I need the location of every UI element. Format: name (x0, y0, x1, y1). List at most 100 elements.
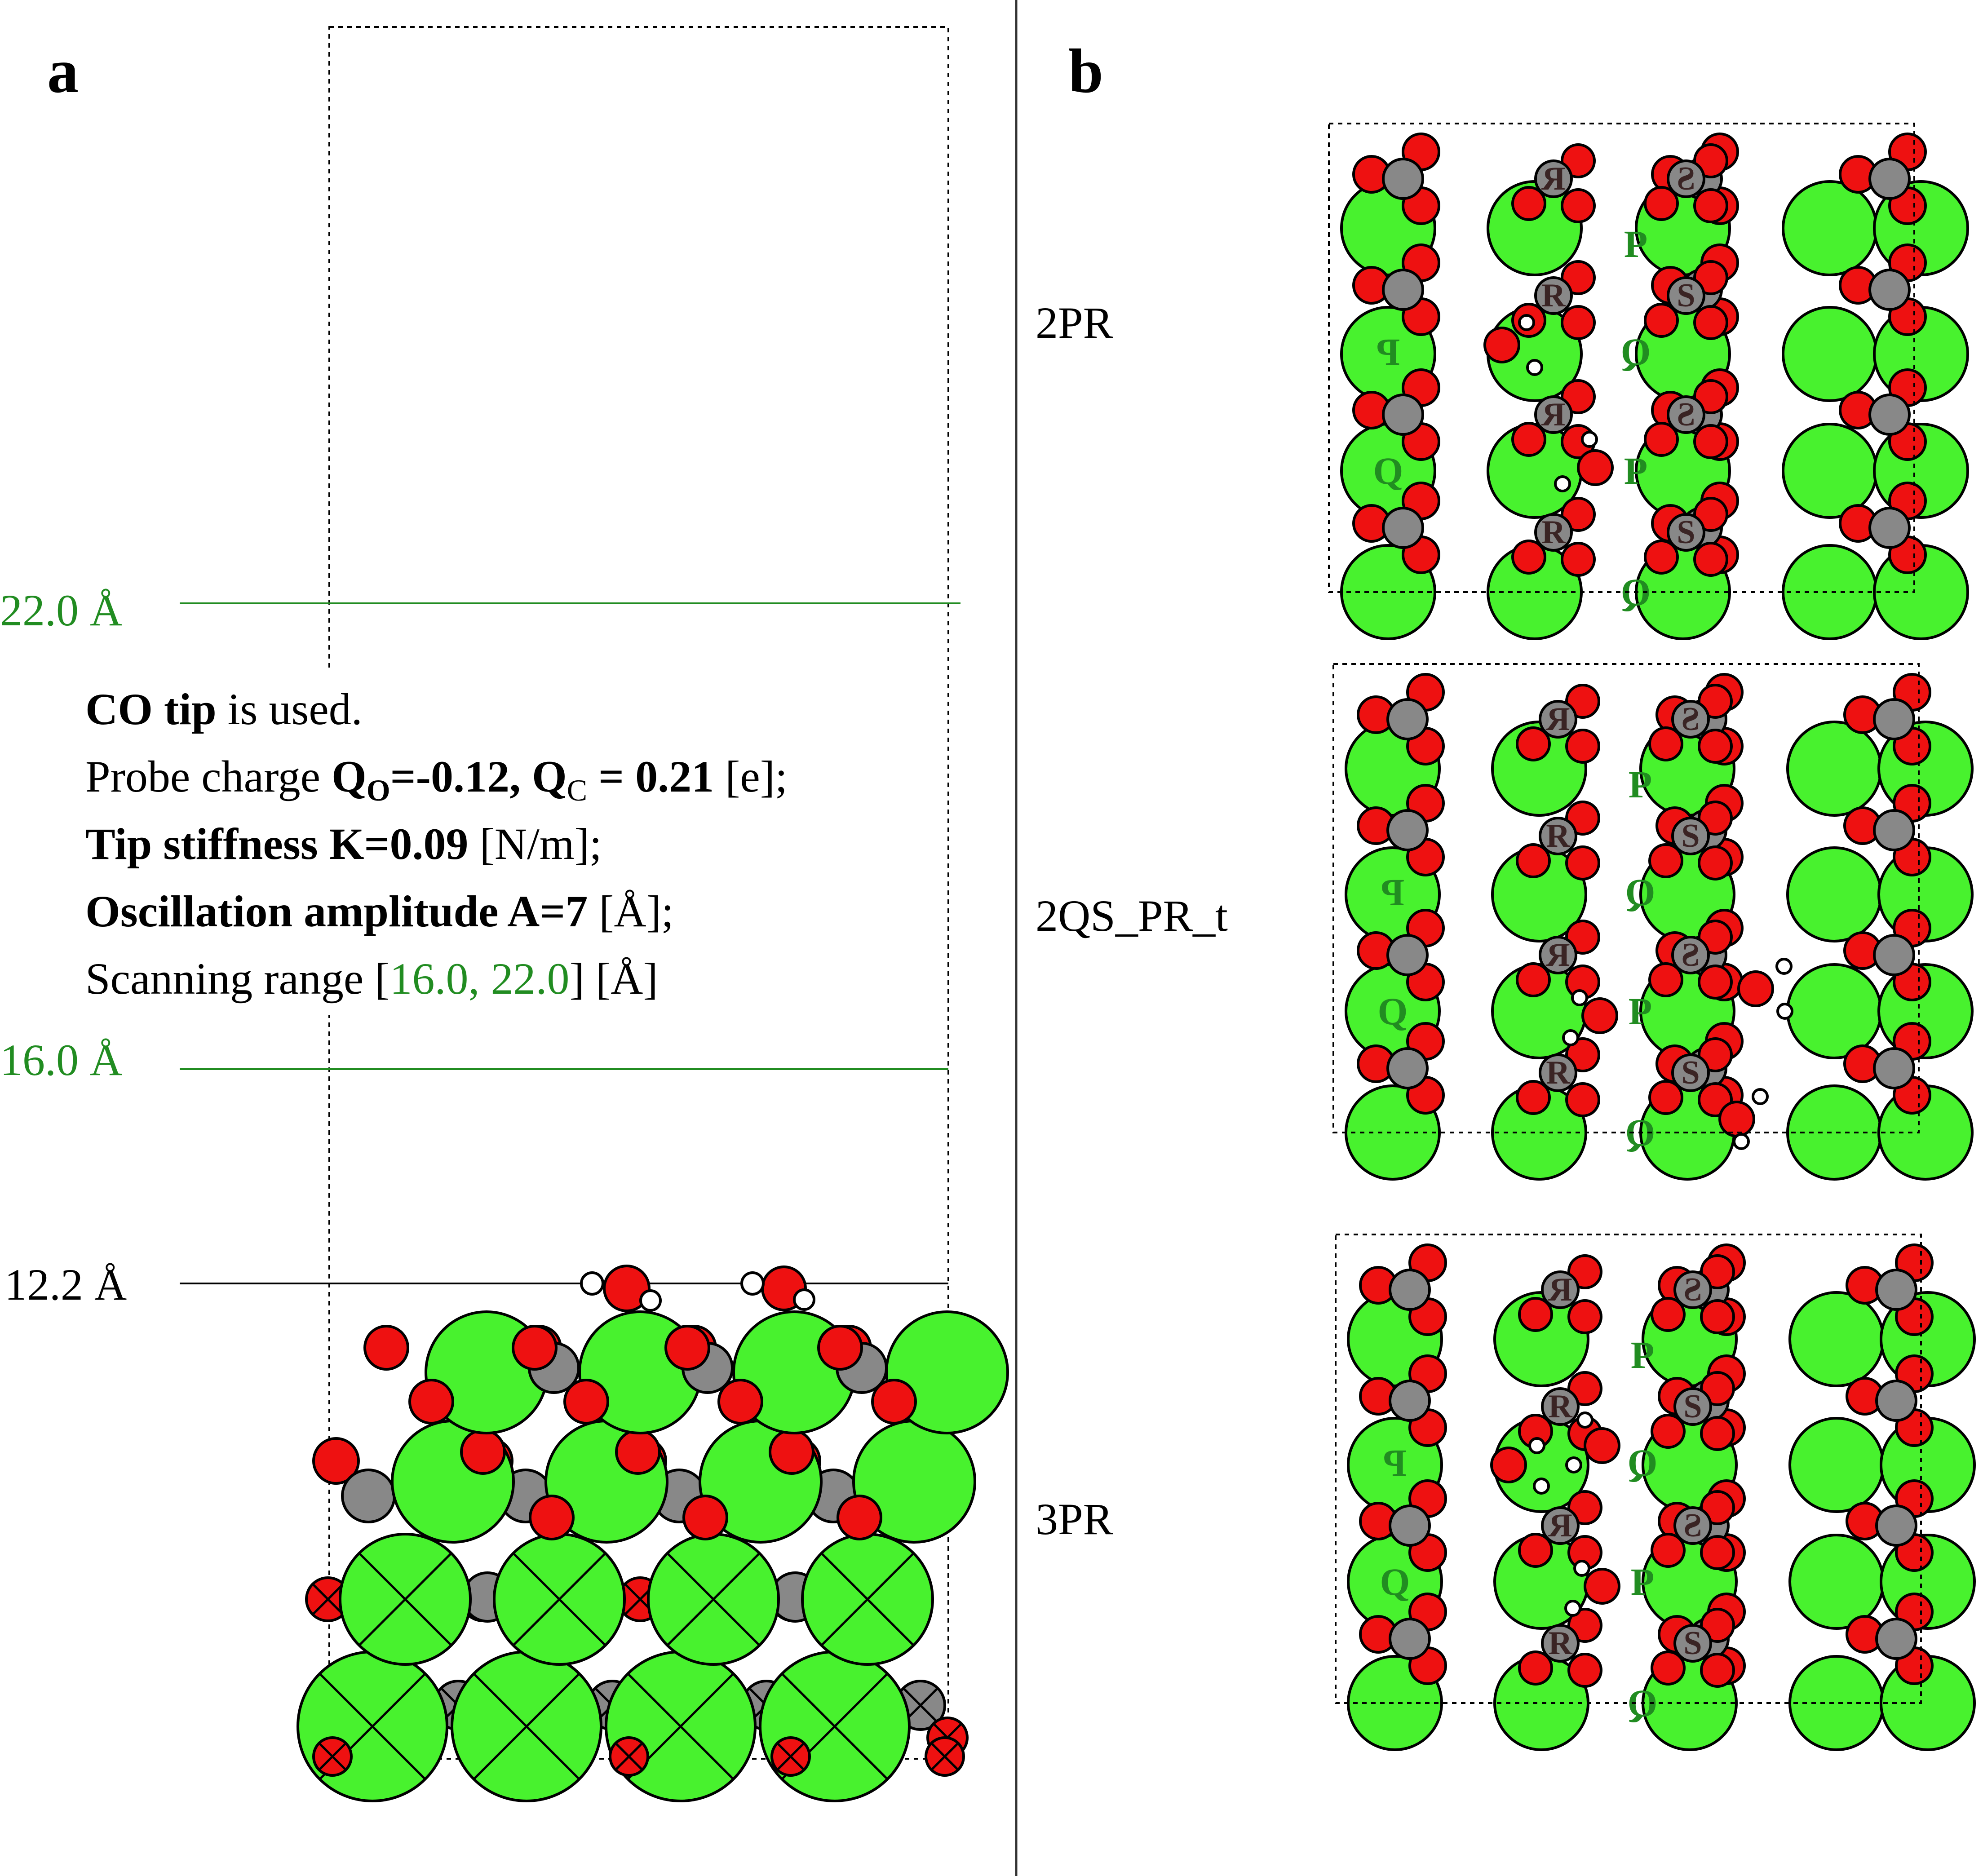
site-letter-R: R (1548, 1507, 1572, 1544)
height-label-22: 22.0 Å (0, 585, 122, 635)
top-carbon (1539, 936, 1577, 974)
site-letter-R: R (1541, 160, 1566, 197)
top-oxygen (1648, 843, 1683, 878)
top-carbon (1386, 1047, 1429, 1089)
side-hydrogen (580, 1271, 604, 1296)
side-oxygen-crossed-cross-b (776, 1742, 805, 1771)
side-calcium-crossed-cross-b (473, 1672, 580, 1780)
top-carbon (1539, 1053, 1577, 1092)
top-carbon (1875, 1269, 1917, 1311)
top-carbon (1389, 1380, 1431, 1422)
side-oxygen-crossed-cross-b (930, 1742, 959, 1771)
top-oxygen (1516, 962, 1551, 997)
top-carbon (1671, 936, 1710, 974)
info-line-5: Scanning range [16.0, 22.0] [Å] (85, 954, 658, 1004)
height-label-16: 16.0 Å (0, 1035, 122, 1085)
top-carbon (1875, 1380, 1917, 1422)
site-letter-S: S (1681, 1054, 1700, 1091)
top-oxygen (1698, 845, 1733, 880)
top-carbon (1382, 394, 1424, 436)
top-hydrogen (1564, 1600, 1581, 1617)
structure-label-3: 3PR (1036, 1494, 1113, 1544)
top-oxygen (1561, 542, 1596, 577)
structure-label-2: 2QS_PR_t (1036, 891, 1228, 941)
top-oxygen (1561, 260, 1596, 295)
top-calcium (1782, 180, 1878, 276)
site-letter-R: R (1548, 1625, 1573, 1662)
site-letter-R: R (1545, 937, 1570, 973)
side-calcium-crossed-cross-b (666, 1552, 761, 1646)
site-letter-P: P (1629, 990, 1652, 1033)
side-oxygen (408, 1379, 454, 1425)
top-carbon (1868, 269, 1911, 311)
top-hydrogen (1565, 1456, 1582, 1473)
top-calcium (1786, 963, 1882, 1059)
top-hydrogen (1533, 1478, 1550, 1495)
top-oxygen (1644, 303, 1679, 338)
top-calcium (1788, 1417, 1885, 1513)
top-oxygen (1693, 542, 1728, 577)
top-oxygen (1581, 997, 1618, 1034)
top-oxygen (1693, 424, 1728, 459)
top-oxygen (1565, 684, 1600, 719)
top-calcium (1786, 846, 1882, 942)
top-oxygen (1518, 1650, 1553, 1686)
site-letter-S: S (1683, 1271, 1702, 1308)
top-carbon (1386, 809, 1429, 851)
top-view-2PR: R SR SR SR SPP QQ PQ (1328, 123, 1969, 640)
top-oxygen (1698, 965, 1733, 1000)
top-carbon (1868, 507, 1911, 549)
site-letter-S: S (1677, 396, 1695, 433)
top-oxygen (1490, 1447, 1527, 1483)
top-oxygen (1651, 1414, 1686, 1449)
side-oxygen-crossed-cross-b (312, 1583, 344, 1615)
panel-letter-b: b (1068, 36, 1103, 106)
site-letter-P: P (1631, 1333, 1655, 1376)
top-carbon (1534, 513, 1573, 552)
top-carbon (1382, 269, 1424, 311)
top-carbon (1671, 817, 1710, 855)
top-oxygen (1693, 497, 1728, 532)
site-letter-S: S (1683, 1388, 1702, 1425)
top-carbon (1673, 1624, 1712, 1663)
site-letter-R: R (1546, 1054, 1571, 1091)
side-oxygen (664, 1325, 710, 1371)
top-carbon (1389, 1504, 1431, 1547)
top-oxygen (1567, 1254, 1602, 1289)
site-letter-S: S (1677, 277, 1695, 314)
top-hydrogen (1733, 1133, 1750, 1150)
info-line-2: Probe charge QO=-0.12, QC = 0.21 [e]; (85, 752, 788, 807)
side-oxygen (769, 1429, 814, 1475)
top-carbon (1673, 1270, 1712, 1309)
top-oxygen (1561, 188, 1596, 223)
site-letter-R: R (1541, 277, 1566, 314)
top-oxygen (1693, 260, 1728, 295)
top-oxygen (1518, 1297, 1553, 1332)
site-letter-Q: Q (1625, 871, 1655, 914)
side-calcium-crossed-cross-b (358, 1552, 452, 1646)
site-letter-R: R (1546, 818, 1571, 854)
top-hydrogen (1562, 1029, 1579, 1046)
top-hydrogen (1518, 314, 1535, 331)
top-hydrogen (1571, 989, 1588, 1006)
info-block: CO tip is used. Probe charge QO=-0.12, Q… (85, 684, 788, 1004)
top-carbon (1389, 1269, 1431, 1311)
side-hydrogen (740, 1271, 765, 1296)
site-letter-P: P (1629, 763, 1652, 806)
top-oxygen (1584, 1427, 1620, 1464)
site-letter-R: R (1541, 514, 1566, 551)
top-calcium (1782, 423, 1878, 519)
top-carbon (1667, 513, 1705, 552)
top-carbon (1534, 276, 1573, 315)
top-carbon (1671, 700, 1710, 739)
top-oxygen (1693, 379, 1728, 414)
site-letter-S: S (1681, 818, 1700, 854)
site-letter-S: S (1683, 1625, 1702, 1662)
top-carbon (1539, 700, 1577, 739)
top-carbon (1386, 934, 1429, 976)
top-oxygen (1565, 920, 1600, 955)
top-oxygen (1567, 1371, 1602, 1406)
top-carbon (1673, 1506, 1712, 1545)
top-oxygen (1561, 305, 1596, 340)
top-carbon (1873, 809, 1915, 851)
